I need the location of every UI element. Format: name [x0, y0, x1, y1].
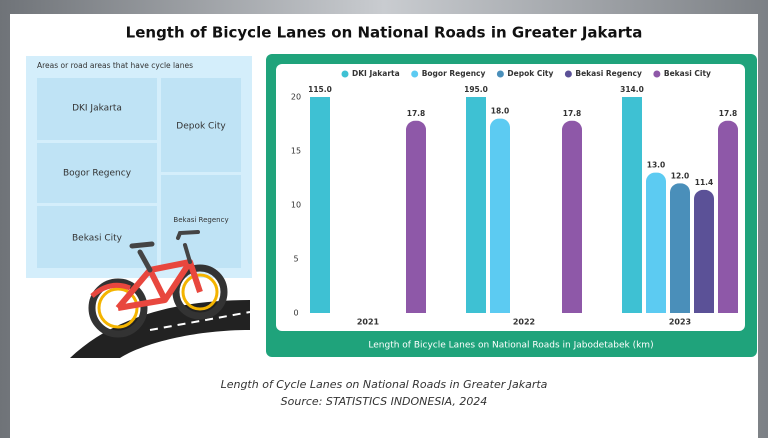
- x-tick-label: 2022: [513, 318, 535, 327]
- x-tick-label: 2021: [357, 318, 380, 327]
- value-label: 18.0: [491, 107, 510, 116]
- legend-label: DKI Jakarta: [352, 69, 400, 78]
- area-label: Bekasi City: [72, 234, 123, 244]
- value-label: 115.0: [308, 85, 332, 94]
- legend-swatch: [653, 70, 661, 78]
- area-label: DKI Jakarta: [72, 104, 122, 114]
- bar: [718, 120, 738, 313]
- bar: [622, 97, 642, 313]
- legend-swatch: [564, 70, 572, 78]
- chart-title: Length of Bicycle Lanes on National Road…: [126, 24, 643, 42]
- x-axis-title: Length of Bicycle Lanes on National Road…: [368, 341, 653, 351]
- caption: Length of Cycle Lanes on National Roads …: [221, 378, 548, 391]
- value-label: 314.0: [620, 85, 644, 94]
- caption: Source: STATISTICS INDONESIA, 2024: [281, 395, 488, 408]
- y-tick-label: 5: [293, 255, 298, 264]
- area-tile: [37, 78, 157, 140]
- bar: [310, 97, 330, 313]
- bar-group: [310, 97, 738, 313]
- value-label: 13.0: [647, 161, 666, 170]
- value-label: 12.0: [671, 171, 690, 180]
- y-tick-label: 10: [291, 201, 301, 210]
- bar: [406, 120, 426, 313]
- y-tick-label: 20: [291, 93, 301, 102]
- value-label: 11.4: [695, 178, 714, 187]
- bar: [670, 183, 690, 313]
- legend-swatch: [411, 70, 419, 78]
- bar: [466, 97, 486, 313]
- bicycle-illustration: [70, 230, 251, 358]
- area-label: Depok City: [176, 122, 226, 132]
- area-tile: [37, 143, 157, 203]
- legend-swatch: [496, 70, 504, 78]
- value-label: 195.0: [464, 85, 488, 94]
- legend-swatch: [341, 70, 349, 78]
- area-label: Bogor Regency: [63, 169, 132, 179]
- legend-label: Bogor Regency: [422, 69, 486, 78]
- value-label: 17.8: [563, 109, 582, 118]
- bar: [694, 189, 714, 313]
- legend-label: Bekasi Regency: [575, 69, 642, 78]
- value-label: 17.8: [719, 109, 738, 118]
- y-tick-label: 0: [293, 309, 298, 318]
- bar: [490, 118, 510, 313]
- area-tile: [161, 175, 241, 268]
- legend-label: Depok City: [507, 69, 553, 78]
- area-tile: [161, 78, 241, 172]
- bar: [646, 172, 666, 313]
- area-heading: Areas or road areas that have cycle lane…: [37, 61, 193, 70]
- x-tick-label: 2023: [669, 318, 691, 327]
- area-tile: [37, 206, 157, 268]
- y-tick-label: 15: [291, 147, 301, 156]
- bar: [562, 120, 582, 313]
- value-label: 17.8: [407, 109, 426, 118]
- legend-label: Bekasi City: [664, 69, 711, 78]
- area-label: Bekasi Regency: [173, 216, 228, 224]
